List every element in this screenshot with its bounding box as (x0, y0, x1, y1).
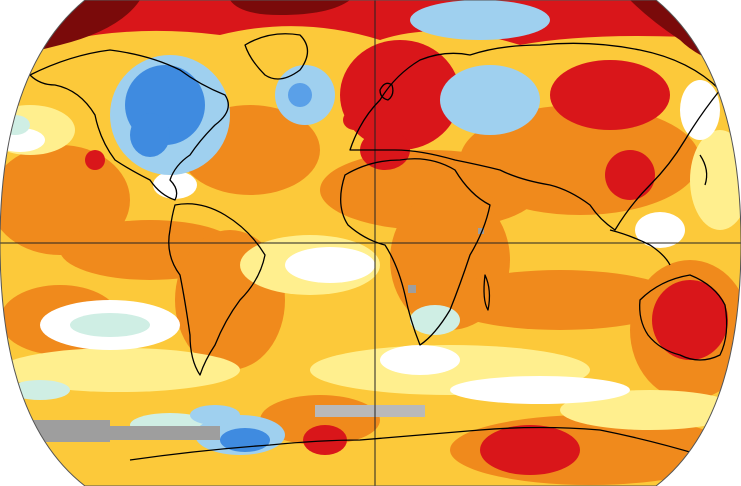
japan-coast (699, 154, 708, 186)
no-data-cell (408, 285, 416, 293)
siberia-warm (550, 60, 670, 130)
pacific-warm-spot (85, 150, 105, 170)
no-data-zones (20, 228, 484, 442)
antarctica-coast (129, 426, 701, 461)
neutral-zone (285, 247, 375, 283)
slight-cool-zone (10, 380, 70, 400)
warm-zone (440, 270, 680, 330)
neutral-zone (380, 345, 460, 375)
slight-cool-zone (0, 115, 30, 135)
no-data-cell (478, 228, 484, 234)
antarctic-mild-cool-2 (190, 405, 240, 425)
central-asia-mild-cool (440, 65, 540, 135)
arctic-warm-band (0, 0, 741, 60)
south-america-coast (168, 203, 266, 376)
neutral-zone (450, 376, 630, 404)
greenland-extreme (230, 0, 350, 15)
antarctic-peninsula-warm (303, 425, 347, 455)
madagascar-coast (483, 274, 491, 311)
australia-warm (652, 280, 728, 360)
coastlines (29, 33, 728, 461)
north-atlantic-cool (288, 83, 312, 107)
neutral-zone (635, 212, 685, 248)
neutral-zones (0, 80, 720, 404)
australia-coast (639, 274, 728, 361)
no-data-zone (110, 426, 220, 440)
north-america-coast (29, 49, 229, 201)
antarctica-warm (480, 425, 580, 475)
slight-warm-zone (560, 390, 740, 430)
china-warm (605, 150, 655, 200)
no-data-zone (20, 420, 110, 442)
slight-warm-zone (0, 348, 240, 392)
slight-cool-zone (410, 305, 460, 335)
africa-coast (340, 158, 491, 346)
arctic-mild-cool (410, 0, 550, 40)
british-isles-coast (379, 82, 394, 101)
greenland-coast (244, 33, 309, 80)
eurasia-coast (349, 42, 721, 231)
europe-warm (340, 40, 460, 150)
no-data-zone (315, 405, 425, 417)
central-north-america-cool (130, 113, 170, 157)
slight-cool-zone (70, 313, 150, 337)
southeast-asia-islands (609, 229, 671, 266)
neutral-zone (153, 171, 197, 199)
neutral-zone (680, 80, 720, 140)
